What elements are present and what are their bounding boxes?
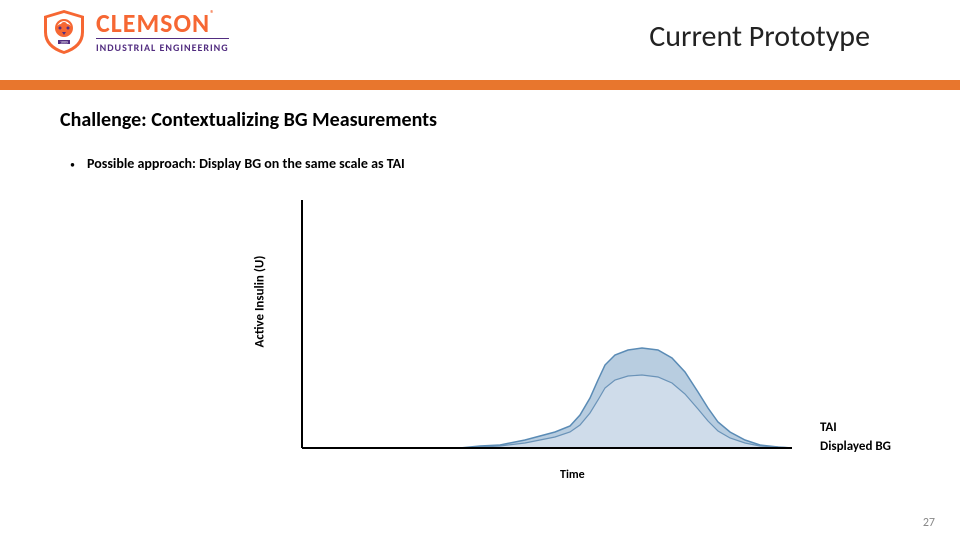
header: 1889 CLEMSON® INDUSTRIAL ENGINEERING Cur… [0,0,960,85]
subtitle: Challenge: Contextualizing BG Measuremen… [60,108,437,132]
slide-title: Current Prototype [649,18,870,55]
accent-bar [0,80,960,90]
chart: Active Insulin (U) Time [280,200,820,480]
chart-plot [280,200,820,480]
shield-icon: 1889 [40,8,88,56]
bullet-text: Possible approach: Display BG on the sam… [87,155,405,172]
logo-university: CLEMSON® [96,10,229,36]
slide-number: 27 [923,516,935,530]
svg-text:1889: 1889 [60,41,68,45]
legend-bg: Displayed BG [820,439,891,454]
logo-department: INDUSTRIAL ENGINEERING [96,41,229,54]
legend-tai: TAI [820,420,891,435]
chart-xlabel: Time [560,468,585,482]
logo: 1889 CLEMSON® INDUSTRIAL ENGINEERING [40,8,229,56]
bullet: •Possible approach: Display BG on the sa… [70,155,405,172]
chart-ylabel: Active Insulin (U) [253,256,268,348]
legend: TAI Displayed BG [820,420,891,458]
